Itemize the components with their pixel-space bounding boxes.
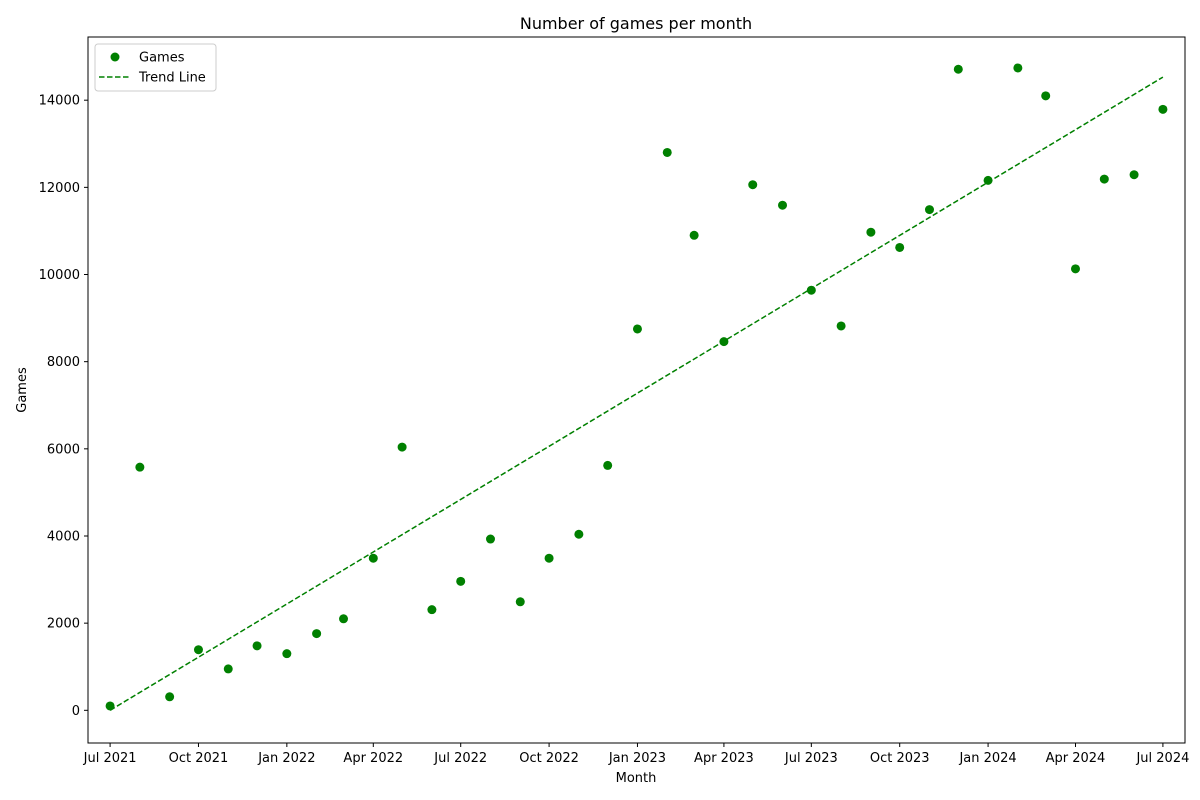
x-tick-label: Apr 2023 (694, 751, 754, 766)
x-tick-label: Oct 2022 (519, 751, 579, 766)
data-point (836, 321, 846, 331)
x-tick-label: Jan 2024 (958, 751, 1016, 766)
chart-title: Number of games per month (520, 14, 752, 33)
data-point (1099, 174, 1109, 184)
y-tick-label: 4000 (47, 529, 80, 544)
x-tick-label: Oct 2021 (169, 751, 229, 766)
x-tick-label: Jul 2024 (1135, 751, 1189, 766)
x-tick-label: Jan 2022 (257, 751, 315, 766)
legend-box (94, 43, 217, 92)
y-axis-ticks: 0 2000 4000 6000 8000 10000 12000 14000 (39, 94, 88, 719)
x-axis-ticks: Jul 2021 Oct 2021 Jan 2022 Apr 2022 Jul 2022… (83, 743, 1189, 766)
data-point (456, 576, 466, 586)
data-point (778, 200, 788, 210)
data-point (368, 553, 378, 563)
trend-line (109, 76, 1164, 711)
data-point (485, 534, 495, 544)
data-point (427, 605, 437, 615)
data-point (983, 175, 993, 185)
data-point (632, 324, 642, 334)
x-tick-label: Apr 2022 (343, 751, 403, 766)
x-tick-label: Jul 2021 (83, 751, 137, 766)
data-point (312, 629, 322, 639)
y-tick-label: 2000 (47, 617, 80, 632)
data-point (748, 180, 758, 190)
x-tick-label: Jul 2022 (433, 751, 487, 766)
y-tick-label: 12000 (39, 181, 80, 196)
data-point (1158, 104, 1168, 114)
data-point (252, 641, 262, 651)
legend-marker-games (110, 52, 120, 62)
legend-label-trend-line: Trend Line (138, 71, 206, 86)
data-point (1070, 264, 1080, 274)
data-point (953, 64, 963, 74)
data-point (689, 230, 699, 240)
data-point (895, 242, 905, 252)
legend-label-games: Games (139, 51, 185, 66)
x-tick-label: Jul 2023 (784, 751, 838, 766)
data-point (603, 460, 613, 470)
y-axis-label: Games (15, 367, 30, 413)
data-point (924, 205, 934, 215)
data-point (806, 285, 816, 295)
y-tick-label: 10000 (39, 268, 80, 283)
legend: Games Trend Line (94, 43, 217, 92)
x-tick-label: Apr 2024 (1046, 751, 1106, 766)
y-tick-label: 14000 (39, 94, 80, 109)
data-point (1129, 170, 1139, 180)
data-point (1041, 91, 1051, 101)
data-point (397, 442, 407, 452)
data-point (574, 529, 584, 539)
x-tick-label: Oct 2023 (870, 751, 930, 766)
data-point (1013, 63, 1023, 73)
data-point (282, 649, 292, 659)
x-axis-label: Month (616, 771, 657, 786)
data-point (165, 692, 175, 702)
x-tick-label: Jan 2023 (608, 751, 666, 766)
data-point (515, 597, 525, 607)
y-tick-label: 6000 (47, 442, 80, 457)
data-point (339, 614, 349, 624)
data-point (662, 147, 672, 157)
data-point (193, 645, 203, 655)
y-tick-label: 8000 (47, 355, 80, 370)
data-point (866, 227, 876, 237)
data-point (223, 664, 233, 674)
plot-area-marks (105, 63, 1168, 711)
axes-frame (87, 36, 1186, 744)
y-tick-label: 0 (72, 704, 80, 719)
data-point (135, 462, 145, 472)
data-point (544, 553, 554, 563)
